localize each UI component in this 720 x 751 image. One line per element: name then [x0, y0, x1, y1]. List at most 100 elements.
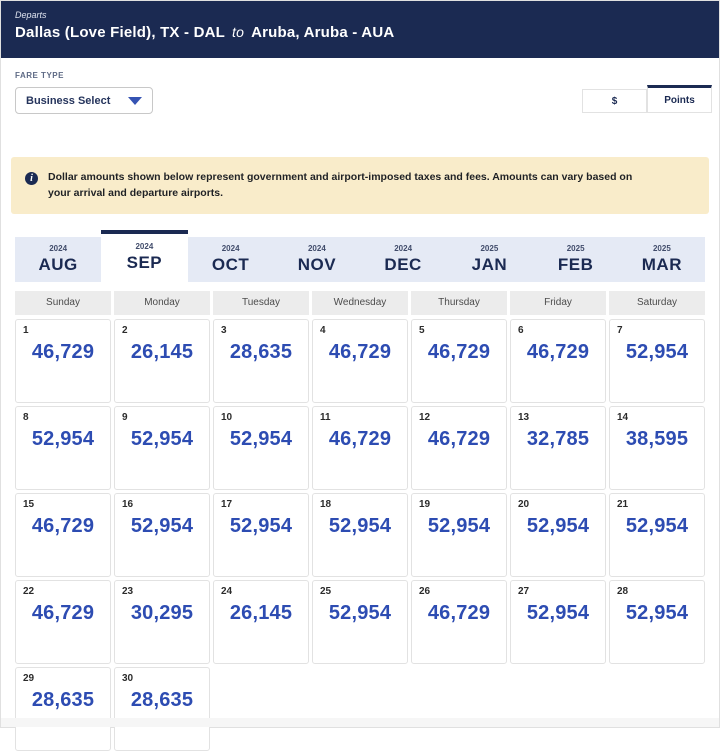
points-toggle-button[interactable]: Points [647, 85, 712, 113]
day-number: 6 [518, 324, 524, 336]
calendar-day-cell[interactable]: 24 26,145 [213, 579, 309, 664]
calendar-day-cell[interactable]: 19 52,954 [411, 492, 507, 577]
fare-amount[interactable]: 46,729 [31, 514, 95, 537]
calendar-day-cell[interactable]: 22 46,729 [15, 579, 111, 664]
day-number: 4 [320, 324, 326, 336]
calendar-day-cell[interactable]: 10 52,954 [213, 405, 309, 490]
fare-amount[interactable]: 52,954 [229, 427, 293, 450]
weekday-label: Saturday [609, 290, 705, 315]
month-tab[interactable]: 2024 DEC [360, 236, 447, 282]
calendar-day-cell[interactable]: 28 52,954 [609, 579, 705, 664]
calendar-day-cell[interactable]: 15 46,729 [15, 492, 111, 577]
day-number: 7 [617, 324, 623, 336]
calendar-day-cell[interactable]: 29 28,635 [15, 666, 111, 751]
calendar-day-cell[interactable]: 3 28,635 [213, 318, 309, 403]
fare-type-dropdown[interactable]: Business Select [15, 87, 153, 114]
month-tab[interactable]: 2025 JAN [446, 236, 533, 282]
calendar-day-cell[interactable]: 12 46,729 [411, 405, 507, 490]
calendar-day-cell[interactable]: 26 46,729 [411, 579, 507, 664]
fare-amount[interactable]: 52,954 [31, 427, 95, 450]
fare-amount[interactable]: 52,954 [625, 340, 689, 363]
fare-amount[interactable]: 46,729 [427, 340, 491, 363]
fare-amount[interactable]: 52,954 [328, 601, 392, 624]
calendar-day-cell[interactable]: 6 46,729 [510, 318, 606, 403]
calendar-day-cell[interactable]: 14 38,595 [609, 405, 705, 490]
month-tab[interactable]: 2025 MAR [618, 236, 705, 282]
weekday-label: Sunday [15, 290, 111, 315]
day-number: 24 [221, 585, 233, 597]
tab-year: 2024 [221, 243, 240, 253]
fare-amount[interactable]: 46,729 [31, 601, 95, 624]
calendar-day-cell[interactable]: 23 30,295 [114, 579, 210, 664]
tab-month: DEC [384, 254, 422, 274]
fare-amount[interactable]: 28,635 [229, 340, 293, 363]
fare-amount[interactable]: 28,635 [130, 688, 194, 711]
month-tab[interactable]: 2024 SEP [101, 229, 188, 282]
tab-month: AUG [38, 254, 78, 274]
fare-amount[interactable]: 52,954 [328, 514, 392, 537]
tab-year: 2025 [480, 243, 499, 253]
fare-amount[interactable]: 28,635 [31, 688, 95, 711]
fare-amount[interactable]: 32,785 [526, 427, 590, 450]
calendar-day-cell[interactable]: 9 52,954 [114, 405, 210, 490]
day-number: 10 [221, 411, 233, 423]
fare-amount[interactable]: 26,145 [229, 601, 293, 624]
calendar-day-cell[interactable]: 21 52,954 [609, 492, 705, 577]
fare-amount[interactable]: 52,954 [625, 601, 689, 624]
origin-airport: Dallas (Love Field), TX - DAL [15, 24, 225, 41]
fare-amount[interactable]: 46,729 [526, 340, 590, 363]
tab-month: JAN [471, 254, 508, 274]
fare-amount[interactable]: 52,954 [526, 601, 590, 624]
fare-amount[interactable]: 52,954 [526, 514, 590, 537]
calendar-day-cell[interactable]: 30 28,635 [114, 666, 210, 751]
fare-amount[interactable]: 52,954 [625, 514, 689, 537]
calendar-day-cell[interactable]: 27 52,954 [510, 579, 606, 664]
day-number: 22 [23, 585, 35, 597]
day-number: 8 [23, 411, 29, 423]
calendar-day-cell[interactable]: 1 46,729 [15, 318, 111, 403]
calendar-day-cell[interactable]: 18 52,954 [312, 492, 408, 577]
fare-amount[interactable]: 52,954 [130, 514, 194, 537]
month-tab[interactable]: 2025 FEB [532, 236, 619, 282]
fare-amount[interactable]: 46,729 [427, 427, 491, 450]
fare-amount[interactable]: 46,729 [31, 340, 95, 363]
month-tab[interactable]: 2024 AUG [15, 236, 102, 282]
calendar-day-cell[interactable]: 25 52,954 [312, 579, 408, 664]
fare-amount[interactable]: 46,729 [328, 340, 392, 363]
fare-amount[interactable]: 26,145 [130, 340, 194, 363]
calendar-day-cell[interactable]: 8 52,954 [15, 405, 111, 490]
dollar-toggle-button[interactable]: $ [582, 89, 647, 113]
day-number: 1 [23, 324, 29, 336]
day-number: 13 [518, 411, 530, 423]
tab-month: MAR [641, 254, 682, 274]
fare-amount[interactable]: 52,954 [130, 427, 194, 450]
calendar-day-cell[interactable]: 4 46,729 [312, 318, 408, 403]
day-number: 23 [122, 585, 134, 597]
fare-amount[interactable]: 46,729 [328, 427, 392, 450]
fare-amount[interactable]: 30,295 [130, 601, 194, 624]
day-number: 17 [221, 498, 233, 510]
calendar-day-cell[interactable]: 5 46,729 [411, 318, 507, 403]
fare-amount[interactable]: 52,954 [427, 514, 491, 537]
calendar-day-cell[interactable]: 11 46,729 [312, 405, 408, 490]
calendar-day-cell[interactable]: 2 26,145 [114, 318, 210, 403]
calendar-day-cell[interactable]: 7 52,954 [609, 318, 705, 403]
calendar-day-cell[interactable]: 13 32,785 [510, 405, 606, 490]
fare-amount[interactable]: 52,954 [229, 514, 293, 537]
month-tab[interactable]: 2024 NOV [273, 236, 360, 282]
day-number: 5 [419, 324, 425, 336]
calendar-day-cell[interactable]: 20 52,954 [510, 492, 606, 577]
fare-amount[interactable]: 38,595 [625, 427, 689, 450]
chevron-down-icon [128, 96, 142, 105]
calendar-day-cell[interactable]: 17 52,954 [213, 492, 309, 577]
day-number: 14 [617, 411, 629, 423]
fare-amount[interactable]: 46,729 [427, 601, 491, 624]
weekday-label: Thursday [411, 290, 507, 315]
tab-month: OCT [211, 254, 250, 274]
day-number: 29 [23, 672, 35, 684]
day-number: 18 [320, 498, 332, 510]
tab-month: SEP [126, 253, 163, 273]
departs-label: Departs [15, 10, 47, 20]
calendar-day-cell[interactable]: 16 52,954 [114, 492, 210, 577]
month-tab[interactable]: 2024 OCT [187, 236, 274, 282]
